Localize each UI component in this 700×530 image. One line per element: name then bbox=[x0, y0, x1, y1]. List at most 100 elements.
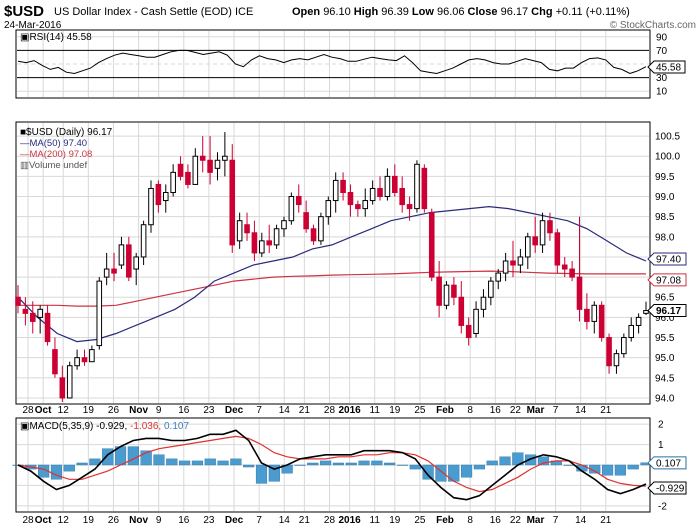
macd-hist-bar bbox=[102, 448, 114, 466]
x-tick-label: 14 bbox=[279, 515, 291, 526]
candle-body bbox=[347, 192, 354, 206]
macd-hist-bar bbox=[409, 464, 421, 470]
ma50-badge-text: 97.40 bbox=[656, 254, 681, 265]
x-tick-label: 28 bbox=[324, 405, 336, 416]
rsi-label: ▣RSI(14) 45.58 bbox=[20, 32, 92, 43]
candle-body bbox=[635, 316, 642, 326]
x-tick-label: 21 bbox=[299, 405, 311, 416]
macd-tick: 1 bbox=[658, 440, 664, 451]
candle-body bbox=[340, 179, 346, 194]
price-tick: 95.0 bbox=[655, 353, 675, 364]
x-tick-label: 7 bbox=[256, 515, 262, 526]
candle-body bbox=[584, 308, 590, 322]
macd-hist-bar bbox=[345, 462, 357, 466]
candle-body bbox=[569, 268, 575, 278]
close-badge-shape bbox=[647, 304, 687, 318]
x-tick-label: 9 bbox=[156, 515, 162, 526]
candle-body bbox=[561, 264, 568, 270]
x-tick-label: 16 bbox=[178, 515, 190, 526]
x-tick-label: 26 bbox=[108, 405, 120, 416]
x-tick-label: Nov bbox=[129, 405, 148, 416]
candle-body bbox=[480, 296, 487, 310]
macd-hist-bar bbox=[243, 464, 255, 468]
candle-body bbox=[118, 244, 125, 266]
candle-body bbox=[207, 159, 213, 173]
x-tick-label: Oct bbox=[35, 515, 52, 526]
candle-body bbox=[199, 155, 206, 161]
candle-body bbox=[428, 212, 435, 278]
candle-body bbox=[303, 212, 309, 230]
macd-hist-bar bbox=[601, 464, 614, 476]
candle-body bbox=[162, 192, 169, 202]
rsi-tick: 30 bbox=[656, 73, 668, 84]
candle-body bbox=[591, 304, 598, 322]
macd-hist-bar bbox=[627, 464, 639, 470]
rsi-line bbox=[17, 49, 647, 75]
candles bbox=[15, 132, 649, 402]
macd-panel: 210-1-2 ▣MACD(5,35,9) -0.929, -1.036, 0.… bbox=[12, 417, 687, 513]
x-tick-label: 11 bbox=[370, 405, 381, 416]
price-tick: 96.0 bbox=[655, 313, 675, 324]
candle-body bbox=[244, 224, 250, 234]
x-axis-mid: 28 Oct 12 19 26 Nov 9 16 23 Dec 7 14 21 28 2016 11 19 25 F… bbox=[22, 405, 611, 416]
macd-tick: 2 bbox=[658, 420, 664, 431]
price-tick: 99.0 bbox=[655, 192, 675, 203]
candle-body bbox=[458, 296, 465, 326]
price-tick: 99.5 bbox=[655, 172, 675, 183]
candle-body bbox=[29, 312, 36, 322]
x-tick-label: 7 bbox=[256, 405, 262, 416]
macd-hist-bar bbox=[460, 464, 473, 478]
candle-body bbox=[414, 163, 420, 210]
candle-body bbox=[222, 155, 228, 161]
candle-body bbox=[377, 187, 383, 198]
x-tick-label: Feb bbox=[436, 515, 454, 526]
candle-body bbox=[229, 159, 236, 246]
macd-hist-bar bbox=[217, 460, 229, 466]
ma200-badge-text: 97.08 bbox=[656, 275, 681, 286]
price-tick: 100.5 bbox=[655, 132, 680, 143]
candle-body bbox=[510, 260, 516, 266]
candle-body bbox=[111, 268, 117, 274]
candle-body bbox=[502, 260, 509, 274]
candle-body bbox=[89, 349, 95, 363]
price-tick: 98.0 bbox=[655, 232, 675, 243]
macd-line bbox=[17, 429, 647, 501]
candle-body bbox=[643, 310, 649, 314]
macd-label: ▣MACD(5,35,9) -0.929, -1.036, 0.107 bbox=[20, 421, 189, 432]
candle-body bbox=[406, 204, 413, 210]
candle-body bbox=[140, 224, 147, 258]
candle-body bbox=[547, 220, 553, 234]
legend-ma200: —MA(200) 97.08 bbox=[20, 149, 92, 160]
macd-hist-bar bbox=[268, 464, 280, 482]
price-legend: ■$USD (Daily) 96.17 —MA(50) 97.40 —MA(20… bbox=[20, 127, 113, 171]
macd-hist-bar bbox=[422, 464, 434, 480]
candle-body bbox=[399, 187, 405, 206]
x-tick-label: 23 bbox=[203, 515, 215, 526]
ma200-badge-shape bbox=[647, 273, 687, 287]
macd-histogram bbox=[12, 446, 652, 484]
x-tick-label: Dec bbox=[225, 405, 244, 416]
candle-body bbox=[74, 357, 80, 367]
macd-hist-bar bbox=[332, 462, 344, 466]
macd-hist-bar bbox=[76, 462, 88, 466]
x-tick-label: 8 bbox=[467, 405, 473, 416]
candle-body bbox=[628, 324, 635, 339]
candle-body bbox=[148, 187, 154, 226]
price-tick: 94.0 bbox=[655, 393, 675, 404]
candle-body bbox=[295, 196, 302, 206]
candle-body bbox=[170, 171, 176, 194]
x-tick-label: 22 bbox=[510, 515, 522, 526]
price-axis: 100.5100.099.599.098.598.097.597.096.596… bbox=[655, 132, 680, 405]
price-panel: 100.5100.099.599.098.598.097.597.096.596… bbox=[15, 121, 687, 405]
candle-body bbox=[384, 175, 391, 198]
candle-body bbox=[369, 187, 376, 202]
x-tick-label: 28 bbox=[22, 405, 34, 416]
macd-hist-bar bbox=[358, 460, 370, 466]
candle-body bbox=[524, 236, 531, 258]
chart-date: 24-Mar-2016 bbox=[4, 20, 62, 31]
candle-body bbox=[532, 236, 538, 246]
candle-body bbox=[81, 357, 88, 363]
macd-hist-bar bbox=[255, 464, 268, 484]
candle-body bbox=[310, 228, 317, 242]
